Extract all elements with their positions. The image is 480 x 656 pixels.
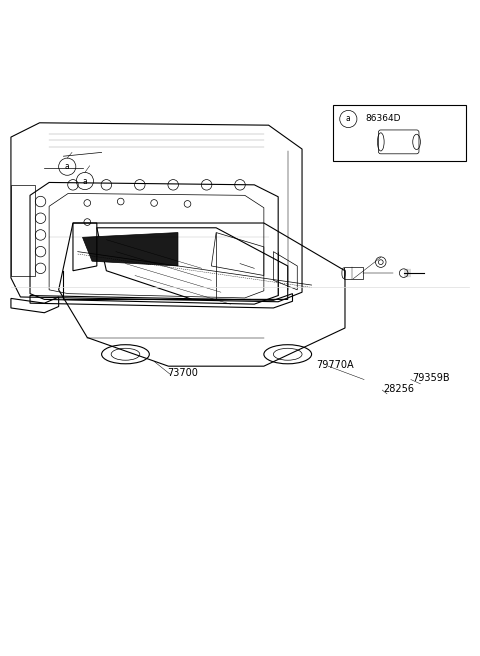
Text: 28256: 28256 — [383, 384, 414, 394]
Text: 86364D: 86364D — [365, 115, 401, 123]
Text: 79770A: 79770A — [317, 360, 354, 370]
Text: a: a — [65, 162, 70, 171]
Text: a: a — [83, 176, 87, 186]
Text: 73700: 73700 — [168, 368, 198, 379]
Text: a: a — [346, 115, 351, 123]
Text: 79359B: 79359B — [412, 373, 449, 383]
Polygon shape — [83, 233, 178, 266]
